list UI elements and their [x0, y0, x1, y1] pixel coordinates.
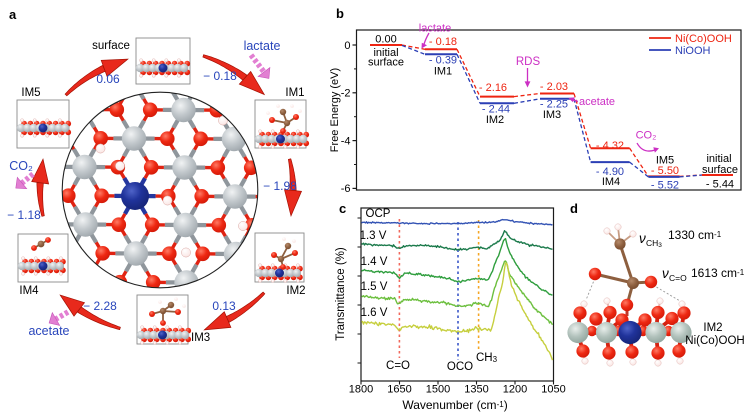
svg-text:ν: ν — [662, 266, 669, 281]
svg-text:C=O: C=O — [669, 273, 687, 283]
svg-text:- 5.52: - 5.52 — [651, 180, 679, 192]
svg-text:IM5: IM5 — [21, 87, 40, 99]
svg-text:- 2.03: - 2.03 — [540, 81, 568, 93]
svg-text:NiOOH: NiOOH — [675, 45, 711, 57]
svg-text:1050: 1050 — [541, 384, 565, 396]
svg-text:- 5.50: - 5.50 — [651, 165, 679, 177]
svg-text:c: c — [339, 201, 346, 216]
svg-text:CO₂: CO₂ — [9, 159, 33, 173]
svg-text:C=O: C=O — [386, 360, 410, 372]
svg-text:IM1: IM1 — [285, 87, 304, 99]
svg-text:ν: ν — [639, 231, 646, 246]
svg-text:- 5.44: - 5.44 — [706, 179, 734, 191]
svg-text:- 2.25: - 2.25 — [540, 99, 568, 111]
svg-text:0.06: 0.06 — [96, 72, 120, 86]
svg-text:lactate: lactate — [244, 39, 281, 53]
svg-text:- 0.39: - 0.39 — [429, 55, 457, 67]
svg-text:0: 0 — [344, 40, 350, 52]
svg-text:1500: 1500 — [426, 384, 450, 396]
svg-text:1350: 1350 — [464, 384, 488, 396]
svg-text:IM2: IM2 — [286, 285, 305, 297]
svg-text:RDS: RDS — [516, 56, 541, 68]
svg-text:- 4.90: - 4.90 — [596, 166, 624, 178]
svg-text:IM3: IM3 — [191, 332, 210, 344]
svg-text:-2: -2 — [341, 88, 351, 100]
svg-text:1613 cm-1: 1613 cm-1 — [691, 266, 745, 280]
svg-text:− 1.98: − 1.98 — [263, 179, 297, 193]
svg-text:1.5 V: 1.5 V — [361, 281, 388, 293]
svg-text:1650: 1650 — [387, 384, 411, 396]
svg-text:acetate: acetate — [579, 96, 615, 108]
svg-text:Wavenumber (cm-1): Wavenumber (cm-1) — [402, 398, 507, 412]
svg-text:IM4: IM4 — [602, 176, 620, 188]
svg-text:acetate: acetate — [28, 324, 69, 338]
svg-text:- 2.44: - 2.44 — [482, 104, 510, 116]
svg-text:- 0.18: - 0.18 — [429, 36, 457, 48]
svg-text:IM5: IM5 — [656, 155, 674, 167]
svg-text:Transmittance (%): Transmittance (%) — [335, 247, 347, 341]
svg-text:IM2: IM2 — [703, 322, 722, 334]
svg-text:-4: -4 — [341, 135, 351, 147]
svg-text:b: b — [336, 6, 344, 21]
svg-text:IM1: IM1 — [434, 66, 452, 78]
svg-text:1.4 V: 1.4 V — [361, 256, 388, 268]
svg-text:- 2.16: - 2.16 — [479, 82, 507, 94]
svg-text:surface: surface — [702, 164, 738, 176]
svg-text:− 2.28: − 2.28 — [83, 299, 117, 313]
svg-text:Ni(Co)OOH: Ni(Co)OOH — [675, 33, 732, 45]
svg-text:-6: -6 — [341, 183, 351, 195]
svg-text:IM2: IM2 — [486, 114, 504, 126]
svg-text:Ni(Co)OOH: Ni(Co)OOH — [685, 335, 744, 347]
svg-text:IM3: IM3 — [543, 109, 561, 121]
svg-text:− 1.18: − 1.18 — [7, 208, 41, 222]
svg-text:1800: 1800 — [349, 384, 373, 396]
svg-text:lactate: lactate — [419, 23, 451, 35]
svg-text:0.13: 0.13 — [212, 299, 236, 313]
svg-text:CO₂: CO₂ — [636, 130, 657, 142]
svg-text:d: d — [570, 201, 578, 216]
svg-text:initial: initial — [373, 47, 398, 59]
svg-text:surface: surface — [368, 57, 404, 69]
svg-text:IM4: IM4 — [19, 285, 39, 297]
svg-text:1330 cm-1: 1330 cm-1 — [668, 228, 722, 242]
svg-text:OCP: OCP — [366, 208, 391, 220]
svg-text:Free Energy (eV): Free Energy (eV) — [329, 68, 341, 152]
svg-text:CH3: CH3 — [646, 238, 662, 249]
svg-text:1.6 V: 1.6 V — [361, 307, 388, 319]
svg-text:1.3 V: 1.3 V — [360, 230, 387, 242]
svg-text:a: a — [9, 7, 17, 22]
svg-text:surface: surface — [92, 40, 130, 52]
svg-text:OCO: OCO — [447, 361, 473, 373]
svg-text:CH3: CH3 — [476, 352, 498, 364]
svg-text:− 0.18: − 0.18 — [203, 69, 237, 83]
svg-text:- 4.32: - 4.32 — [596, 140, 624, 152]
svg-text:1200: 1200 — [503, 384, 527, 396]
svg-text:initial: initial — [706, 153, 731, 165]
svg-text:0.00: 0.00 — [375, 34, 396, 46]
